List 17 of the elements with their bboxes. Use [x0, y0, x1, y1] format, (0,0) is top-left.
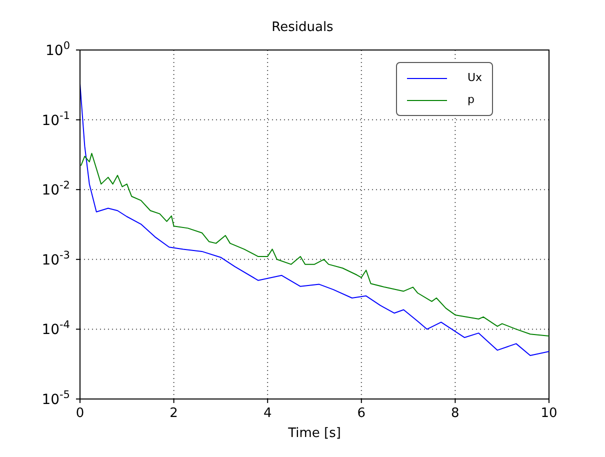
x-tick-label: 6 — [357, 406, 366, 421]
x-tick-label: 2 — [170, 406, 178, 421]
x-tick-label: 8 — [451, 406, 460, 421]
x-tick-label: 10 — [540, 406, 558, 421]
legend-label: Ux — [467, 70, 482, 86]
legend-label: p — [467, 92, 474, 108]
chart-title: Residuals — [270, 20, 334, 35]
y-tick-label: 10$^{-4}$ — [42, 319, 70, 338]
y-tick-label: 10$^{0}$ — [45, 40, 70, 59]
x-axis-title: Time [s] — [287, 426, 341, 441]
y-tick-label: 10$^{-3}$ — [42, 249, 70, 268]
line-series — [80, 152, 549, 336]
y-tick-label: 10$^{-1}$ — [42, 110, 70, 129]
y-tick-label: 10$^{-5}$ — [42, 389, 70, 408]
x-tick-label: 0 — [76, 406, 84, 421]
x-tick-label: 4 — [263, 406, 272, 421]
y-tick-label: 10$^{-2}$ — [42, 180, 70, 199]
